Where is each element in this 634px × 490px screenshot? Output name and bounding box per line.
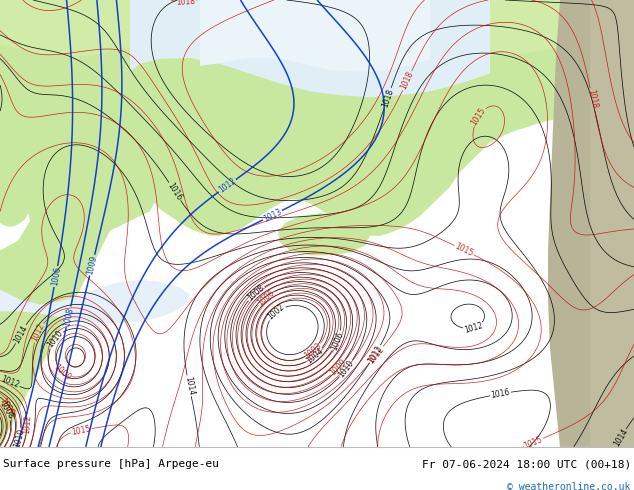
Polygon shape — [0, 0, 634, 236]
Text: 1009: 1009 — [52, 363, 73, 382]
Text: 1015: 1015 — [523, 435, 544, 450]
Text: 1008: 1008 — [62, 306, 75, 327]
Text: 1006: 1006 — [256, 288, 276, 307]
Text: 1018: 1018 — [176, 0, 196, 7]
Text: 1004: 1004 — [304, 346, 325, 366]
Text: 1010: 1010 — [337, 358, 356, 379]
Polygon shape — [200, 0, 430, 72]
Text: 1006: 1006 — [50, 266, 62, 287]
Text: 1012: 1012 — [30, 322, 46, 343]
Text: 1014: 1014 — [12, 323, 29, 344]
Text: 1008: 1008 — [0, 400, 15, 421]
Text: 1012: 1012 — [22, 415, 33, 434]
Polygon shape — [548, 0, 590, 447]
Text: 1002: 1002 — [266, 303, 287, 322]
Text: 1012: 1012 — [367, 344, 386, 365]
Text: 1014: 1014 — [612, 427, 630, 448]
Text: 1018: 1018 — [380, 87, 395, 108]
Text: 1012: 1012 — [217, 176, 238, 195]
Polygon shape — [278, 213, 370, 255]
Text: 1012: 1012 — [0, 375, 20, 390]
Text: 1018: 1018 — [399, 70, 415, 91]
Polygon shape — [130, 0, 490, 97]
Text: 1016: 1016 — [490, 388, 511, 400]
Text: 1010: 1010 — [46, 329, 65, 350]
Polygon shape — [0, 0, 155, 447]
Text: 1015: 1015 — [470, 106, 488, 127]
Polygon shape — [0, 280, 190, 447]
Text: 1013: 1013 — [262, 207, 283, 223]
Polygon shape — [0, 0, 634, 56]
Text: 1015: 1015 — [71, 424, 91, 437]
Text: 1012: 1012 — [463, 320, 484, 335]
Text: © weatheronline.co.uk: © weatheronline.co.uk — [507, 482, 631, 490]
Text: Fr 07-06-2024 18:00 UTC (00+18): Fr 07-06-2024 18:00 UTC (00+18) — [422, 459, 631, 469]
Text: 1003: 1003 — [303, 342, 323, 361]
Text: 1006: 1006 — [330, 330, 345, 351]
Text: 1015: 1015 — [453, 242, 475, 258]
Text: Surface pressure [hPa] Arpege-eu: Surface pressure [hPa] Arpege-eu — [3, 459, 219, 469]
Text: 1018: 1018 — [586, 88, 598, 109]
Polygon shape — [590, 0, 634, 447]
Text: 1009: 1009 — [86, 255, 99, 275]
Text: 1012: 1012 — [366, 344, 384, 365]
Text: 1014: 1014 — [183, 375, 195, 396]
Text: 1009: 1009 — [0, 396, 15, 417]
Text: 1009: 1009 — [328, 358, 349, 378]
Text: 1016: 1016 — [165, 181, 184, 202]
Text: 1010: 1010 — [12, 428, 26, 449]
Text: 1008: 1008 — [245, 283, 266, 303]
